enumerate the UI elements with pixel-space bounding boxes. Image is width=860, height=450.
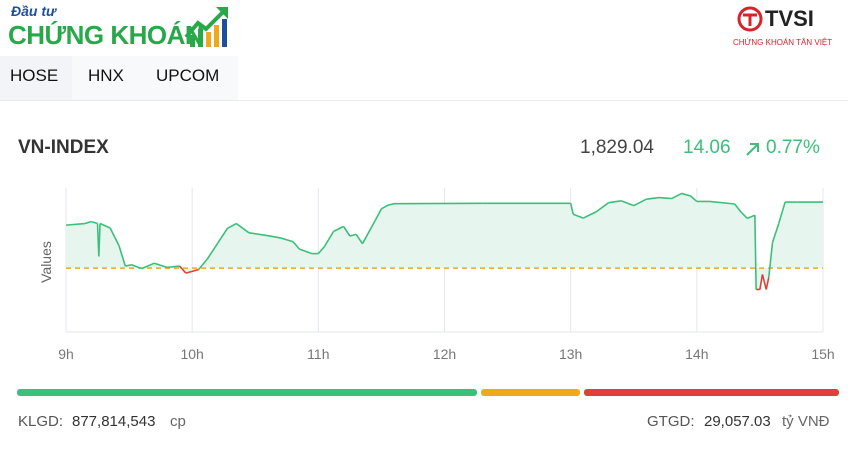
series-line-segment — [754, 215, 757, 290]
tab-hnx[interactable]: HNX — [88, 66, 124, 85]
series-line-segment — [349, 233, 357, 237]
series-line-segment — [633, 198, 647, 207]
logo-small-text: Đầu tư — [11, 3, 56, 19]
series-line-segment — [771, 222, 780, 243]
series-line-segment — [98, 223, 101, 257]
tab-hose[interactable]: HOSE — [0, 56, 72, 100]
series-line-segment — [227, 222, 237, 230]
x-tick-label: 9h — [58, 346, 74, 362]
series-line-segment — [582, 211, 597, 219]
series-line-segment — [65, 222, 85, 226]
series-line-segment — [206, 243, 219, 260]
breadth-segment — [584, 389, 839, 396]
series-line-segment — [761, 274, 768, 290]
series-line-segment — [185, 268, 199, 274]
series-line-segment — [154, 262, 168, 269]
index-name: VN-INDEX — [18, 137, 109, 158]
x-tick-label: 15h — [811, 346, 834, 362]
series-line-segment — [690, 195, 698, 203]
series-line-segment — [197, 258, 208, 271]
series-line-segment — [381, 204, 389, 210]
series-line-segment — [280, 237, 294, 243]
series-line-segment — [216, 227, 229, 245]
series-line-segment — [740, 211, 748, 219]
series-line-segment — [166, 265, 180, 269]
series-line-segment — [746, 214, 756, 220]
x-axis-ticks: 9h 10h 11h 12h 13h 14h 15h — [58, 346, 834, 362]
header: Đầu tư CHỨNG KHOÁN TVSI CHỨNG KHOÁN TÂN … — [0, 0, 860, 56]
series-line-segment — [141, 262, 155, 270]
gtgd-label: GTGD: — [647, 413, 695, 430]
series-line-segment — [267, 234, 281, 239]
gtgd-value: 29,057.03 — [704, 413, 771, 430]
series-line-segment — [317, 245, 326, 255]
series-line-segment — [91, 220, 98, 225]
series-line-segment — [131, 264, 142, 270]
exchange-tabs: HOSE HNX UPCOM — [0, 56, 848, 101]
logo-big-text: CHỨNG KHOÁN — [8, 20, 204, 50]
series-line-segment — [178, 265, 187, 274]
series-line-segment — [709, 200, 735, 205]
series-line-segment — [608, 200, 622, 204]
series-line-segment — [125, 264, 132, 267]
series-line-segment — [235, 222, 250, 234]
series-line-segment — [84, 220, 92, 225]
index-value: 1,829.04 — [580, 137, 654, 158]
series-line-segment — [109, 227, 120, 246]
series-line-segment — [671, 192, 683, 200]
series-line-segment — [118, 245, 127, 267]
intraday-chart: 9h 10h 11h 12h 13h 14h 15h Values — [38, 188, 835, 362]
growth-chart-icon — [184, 7, 228, 47]
breadth-segment — [481, 389, 581, 396]
tvsi-emblem-icon — [737, 6, 763, 32]
tvsi-subtitle: CHỨNG KHOÁN TÂN VIỆT — [733, 38, 833, 47]
series-line-segment — [333, 225, 344, 233]
series-area — [66, 193, 823, 290]
x-tick-label: 12h — [433, 346, 456, 362]
x-tick-label: 14h — [685, 346, 708, 362]
series-line-segment — [323, 231, 335, 247]
x-tick-label: 10h — [180, 346, 203, 362]
series-line-segment — [99, 222, 111, 229]
series-line-segment — [374, 208, 383, 222]
series-line-segment — [658, 196, 672, 200]
series-line-segment — [248, 232, 268, 237]
index-change-percent: 0.77% — [766, 137, 820, 158]
dautu-chungkhoan-logo[interactable]: Đầu tư CHỨNG KHOÁN — [8, 3, 238, 53]
x-tick-label: 11h — [307, 346, 329, 362]
series-line-segment — [342, 225, 351, 237]
klgd-unit: cp — [170, 413, 186, 430]
tvsi-logo[interactable]: TVSI CHỨNG KHOÁN TÂN VIỆT — [733, 4, 850, 52]
series-line — [65, 192, 823, 291]
y-axis-label: Values — [38, 241, 54, 283]
series-line-segment — [620, 200, 635, 207]
series-line-segment — [767, 242, 774, 278]
tvsi-name: TVSI — [765, 6, 814, 31]
series-line-segment — [355, 233, 364, 245]
series-line-segment — [595, 202, 609, 213]
breadth-segment — [17, 389, 478, 396]
series-line-segment — [569, 203, 574, 215]
x-tick-label: 13h — [559, 346, 582, 362]
series-line-segment — [759, 274, 764, 290]
series-line-segment — [361, 220, 376, 245]
series-line-segment — [734, 203, 742, 213]
series-line-segment — [292, 241, 301, 250]
tabs-background — [72, 56, 238, 100]
arrow-up-right-icon — [746, 143, 759, 156]
klgd-value: 877,814,543 — [72, 413, 156, 430]
gtgd-unit: tỷ VNĐ — [782, 413, 830, 430]
klgd-label: KLGD: — [18, 413, 64, 430]
series-line-segment — [646, 196, 660, 200]
index-change: 14.06 — [683, 137, 731, 158]
series-line-segment — [387, 202, 395, 207]
series-line-segment — [299, 248, 313, 255]
series-line-segment — [765, 277, 770, 290]
series-line-segment — [681, 192, 691, 197]
series-line-segment — [572, 213, 584, 219]
tab-upcom[interactable]: UPCOM — [156, 66, 220, 85]
series-line-segment — [778, 201, 786, 224]
